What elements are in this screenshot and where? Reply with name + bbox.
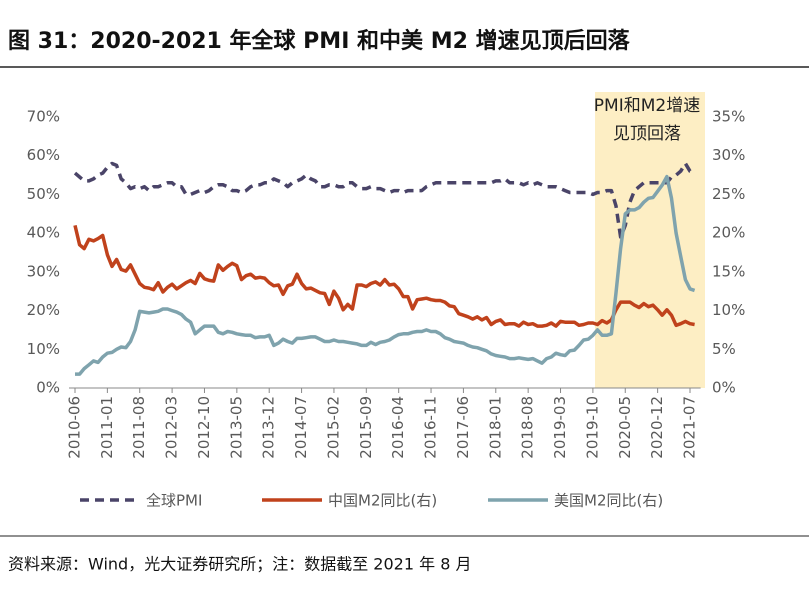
y2-tick-label: 10% — [712, 301, 745, 319]
y-tick-label: 60% — [27, 146, 60, 164]
annotation: PMI和M2增速见顶回落 — [593, 96, 701, 144]
x-tick-label: 2018-08 — [519, 396, 537, 459]
y2-tick-label: 30% — [712, 146, 745, 164]
y2-tick-label: 5% — [712, 340, 736, 358]
x-tick-label: 2016-11 — [422, 396, 440, 459]
legend-label: 全球PMI — [146, 492, 202, 510]
x-tick-label: 2021-07 — [680, 396, 698, 459]
y2-tick-label: 0% — [712, 379, 736, 397]
x-tick-label: 2010-06 — [66, 396, 84, 459]
source-note: 资料来源：Wind，光大证券研究所；注：数据截至 2021 年 8 月 — [8, 555, 471, 574]
y-tick-label: 20% — [27, 301, 60, 319]
legend-label: 中国M2同比(右) — [328, 492, 437, 510]
x-tick-label: 2014-07 — [292, 396, 310, 459]
y2-tick-label: 25% — [712, 185, 745, 203]
x-tick-label: 2019-03 — [551, 396, 569, 459]
y-tick-label: 70% — [27, 108, 60, 126]
legend-label: 美国M2同比(右) — [554, 492, 663, 510]
x-tick-label: 2013-12 — [260, 396, 278, 459]
x-tick-label: 2012-03 — [163, 396, 181, 459]
x-tick-label: 2018-01 — [486, 396, 504, 459]
y-tick-label: 0% — [36, 379, 60, 397]
y2-tick-label: 15% — [712, 262, 745, 280]
x-tick-label: 2016-04 — [389, 396, 407, 459]
x-tick-label: 2012-10 — [195, 396, 213, 459]
series-line — [73, 224, 695, 328]
x-tick-label: 2015-09 — [357, 396, 375, 459]
x-tick-label: 2020-12 — [648, 396, 666, 459]
y2-tick-label: 35% — [712, 108, 745, 126]
y-tick-label: 50% — [27, 185, 60, 203]
y2-tick-label: 20% — [712, 224, 745, 242]
x-tick-label: 2011-08 — [130, 396, 148, 459]
x-tick-label: 2017-06 — [454, 396, 472, 459]
x-tick-label: 2020-05 — [616, 396, 634, 459]
x-tick-label: 2011-01 — [98, 396, 116, 459]
chart-title: 图 31：2020-2021 年全球 PMI 和中美 M2 增速见顶后回落 — [8, 28, 631, 54]
y-tick-label: 40% — [27, 224, 60, 242]
x-tick-label: 2015-02 — [324, 396, 342, 459]
highlight-band — [595, 92, 705, 388]
series-line — [73, 161, 696, 239]
x-tick-label: 2013-05 — [227, 396, 245, 459]
series-line — [75, 174, 696, 376]
y-tick-label: 30% — [27, 262, 60, 280]
y-tick-label: 10% — [27, 340, 60, 358]
legend: 全球PMI 中国M2同比(右) 美国M2同比(右) — [80, 492, 663, 510]
x-tick-label: 2019-10 — [583, 396, 601, 459]
